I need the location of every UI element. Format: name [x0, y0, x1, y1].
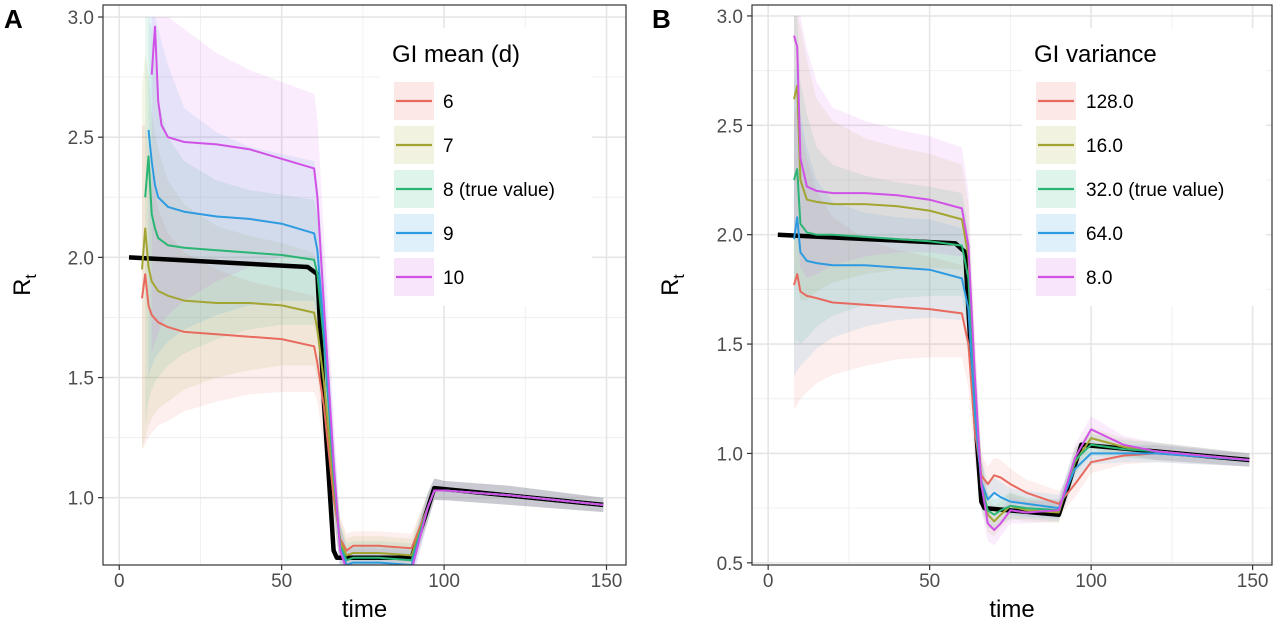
y-tick-label: 1.0 [68, 489, 94, 510]
y-tick-label: 2.0 [717, 226, 743, 247]
x-axis-title: time [989, 596, 1034, 623]
y-axis-title-main: R [9, 279, 36, 296]
legend-label: 7 [443, 136, 454, 157]
legend-label: 6 [443, 92, 454, 113]
panel-border [751, 4, 1273, 566]
ribbon-series-4 [794, 15, 1250, 546]
panel-label: B [652, 4, 671, 34]
panel-label: A [4, 4, 23, 34]
legend-background [1022, 28, 1266, 306]
y-tick-label: 2.0 [68, 248, 94, 269]
plot-area [777, 15, 1250, 546]
legend-background [380, 28, 592, 306]
y-tick-label: 1.5 [68, 369, 94, 390]
legend-label: 9 [443, 224, 454, 245]
y-tick-label: 1.5 [717, 335, 743, 356]
x-tick-label: 100 [428, 571, 460, 592]
legend-label: 10 [443, 268, 464, 289]
x-tick-label: 0 [114, 571, 125, 592]
legend-label: 128.0 [1086, 92, 1134, 113]
ribbon-series-0 [794, 103, 1250, 517]
y-axis-title: Rt [657, 274, 688, 296]
y-axis-title-subscript: t [671, 274, 688, 279]
panel-a: 0 50 100 150 1.0 1.5 2.0 2.5 3.0 time Rt A GI mean (… [4, 4, 627, 623]
legend-label: 8 (true value) [443, 180, 555, 201]
ribbon-series-2 [794, 15, 1250, 530]
y-tick-label: 0.5 [717, 554, 743, 575]
line-series-4 [150, 25, 604, 565]
y-tick-label: 3.0 [717, 7, 743, 28]
ribbon-series-2 [145, 17, 604, 565]
x-axis-title: time [342, 596, 387, 623]
legend-title: GI variance [1034, 41, 1157, 68]
ribbon-series-0 [142, 125, 604, 565]
panel-border [102, 4, 627, 566]
legend-label: 32.0 (true value) [1086, 180, 1224, 201]
y-tick-label: 1.0 [717, 444, 743, 465]
y-tick-label: 2.5 [717, 116, 743, 137]
y-axis-title: Rt [9, 274, 40, 296]
y-tick-label: 3.0 [68, 8, 94, 29]
x-tick-label: 50 [919, 571, 940, 592]
legend: GI mean (d) 6 7 8 (true value) 9 10 [380, 28, 592, 306]
line-series-3 [793, 216, 1250, 510]
legend-label: 16.0 [1086, 136, 1123, 157]
x-tick-label: 100 [1075, 571, 1107, 592]
legend-label: 8.0 [1086, 268, 1112, 289]
line-series-4 [793, 35, 1250, 531]
x-tick-label: 0 [763, 571, 774, 592]
legend-label: 64.0 [1086, 224, 1123, 245]
plot-area [128, 17, 604, 565]
y-axis-title-subscript: t [23, 274, 40, 279]
ribbon-series-1 [142, 53, 604, 565]
panel-b: 0 50 100 150 0.5 1.0 1.5 2.0 2.5 3.0 time Rt B GI var… [652, 4, 1273, 623]
y-tick-label: 2.5 [68, 128, 94, 149]
x-tick-label: 150 [591, 571, 623, 592]
ribbon-series-3 [794, 59, 1250, 520]
x-tick-label: 150 [1237, 571, 1269, 592]
legend-title: GI mean (d) [392, 41, 520, 68]
y-axis-title-main: R [657, 279, 684, 296]
x-tick-label: 50 [271, 571, 292, 592]
legend: GI variance 128.0 16.0 32.0 (true value) 64.… [1022, 28, 1266, 306]
